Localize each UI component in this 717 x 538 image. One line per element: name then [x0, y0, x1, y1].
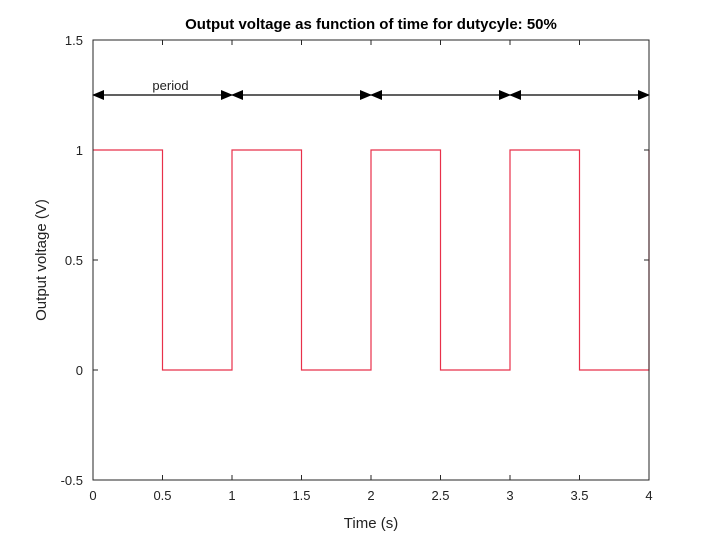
x-tick-label: 1.5: [292, 488, 310, 503]
chart-title: Output voltage as function of time for d…: [185, 16, 557, 33]
y-tick-label: 0.5: [65, 253, 83, 268]
y-tick-label: 0: [76, 363, 83, 378]
x-tick-label: 0.5: [153, 488, 171, 503]
y-tick-label: -0.5: [61, 473, 83, 488]
x-tick-label: 4: [645, 488, 652, 503]
y-tick-label: 1: [76, 143, 83, 158]
x-tick-label: 2.5: [431, 488, 449, 503]
series-line: [93, 149, 650, 371]
x-tick-label: 1: [228, 488, 235, 503]
y-tick-label: 1.5: [65, 33, 83, 48]
y-axis-label: Output voltage (V): [33, 199, 50, 321]
axes-box: [92, 39, 650, 481]
x-tick-label: 0: [89, 488, 96, 503]
period-label: period: [152, 78, 188, 93]
x-axis-label: Time (s): [344, 515, 398, 532]
x-tick-label: 3: [506, 488, 513, 503]
x-tick-label: 2: [367, 488, 374, 503]
x-tick-label: 3.5: [570, 488, 588, 503]
